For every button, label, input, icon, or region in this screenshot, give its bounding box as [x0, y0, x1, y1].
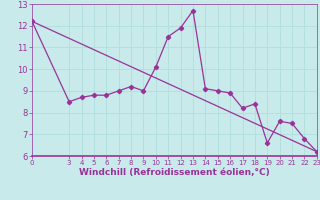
X-axis label: Windchill (Refroidissement éolien,°C): Windchill (Refroidissement éolien,°C) — [79, 168, 270, 177]
